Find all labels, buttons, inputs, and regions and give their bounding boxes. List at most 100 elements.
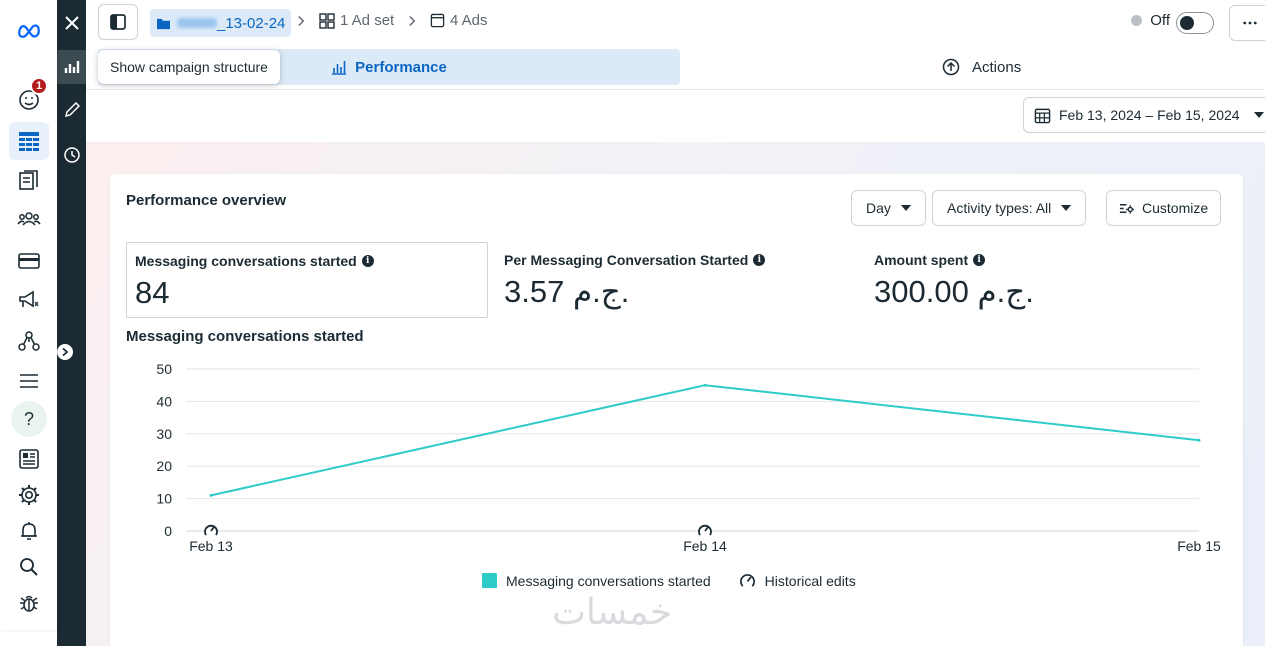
metric-label-text: Per Messaging Conversation Started bbox=[504, 252, 749, 268]
legend-series-label: Messaging conversations started bbox=[506, 572, 711, 589]
status-label: Off bbox=[1150, 12, 1170, 29]
expand-chevron-icon[interactable] bbox=[57, 344, 73, 360]
all-tools-menu-icon[interactable] bbox=[9, 362, 49, 400]
metric-messaging-conversations[interactable]: Messaging conversations started i 84 bbox=[126, 242, 488, 318]
date-range-picker[interactable]: Feb 13, 2024 – Feb 15, 2024 bbox=[1023, 97, 1265, 133]
legend-item-historical-edits[interactable]: Historical edits bbox=[739, 572, 856, 589]
status-dot-icon bbox=[1131, 15, 1143, 26]
watermark-text: خمسات bbox=[552, 592, 673, 633]
breadcrumb-campaign[interactable]: _13-02-24 bbox=[150, 9, 292, 37]
sidebar-panel-icon bbox=[110, 14, 126, 30]
activity-types-label: Activity types: All bbox=[947, 200, 1052, 216]
audiences-icon[interactable] bbox=[9, 200, 49, 238]
customize-button[interactable]: Customize bbox=[1106, 190, 1222, 226]
primary-nav-rail: 1 ? bbox=[0, 0, 57, 630]
help-icon[interactable]: ? bbox=[11, 401, 47, 437]
more-options-button[interactable] bbox=[1229, 5, 1265, 41]
tab-actions[interactable]: Actions bbox=[942, 58, 1021, 76]
campaign-on-off-toggle[interactable] bbox=[1176, 12, 1214, 34]
info-icon[interactable]: i bbox=[973, 254, 986, 266]
x-tick-label: Feb 14 bbox=[683, 538, 727, 554]
chevron-right-icon bbox=[408, 14, 417, 30]
ads-label: 4 Ads bbox=[450, 12, 488, 29]
settings-gear-icon[interactable] bbox=[9, 476, 49, 514]
historical-edit-needle bbox=[704, 526, 709, 532]
granularity-dropdown[interactable]: Day bbox=[851, 190, 926, 226]
y-tick-label: 20 bbox=[156, 458, 172, 474]
tab-performance-label: Performance bbox=[355, 58, 447, 76]
notifications-bell-icon[interactable] bbox=[9, 512, 49, 550]
chart-title: Messaging conversations started bbox=[126, 328, 364, 345]
more-dots-icon bbox=[1243, 21, 1257, 25]
edit-pencil-icon[interactable] bbox=[57, 93, 86, 127]
metric-label-text: Messaging conversations started bbox=[135, 253, 357, 269]
metric-label: Amount spent i bbox=[874, 252, 986, 268]
breadcrumb-ads[interactable]: 4 Ads bbox=[430, 12, 488, 29]
y-tick-label: 10 bbox=[156, 491, 172, 507]
legend-item-series[interactable]: Messaging conversations started bbox=[482, 573, 711, 589]
activity-types-dropdown[interactable]: Activity types: All bbox=[932, 190, 1087, 226]
metric-label: Messaging conversations started i bbox=[135, 253, 374, 269]
structure-tooltip: Show campaign structure bbox=[98, 50, 280, 84]
calendar-icon bbox=[1034, 108, 1051, 123]
metric-cost-per-conversation[interactable]: Per Messaging Conversation Started i 3.5… bbox=[496, 242, 856, 318]
notification-badge: 1 bbox=[30, 77, 48, 95]
y-tick-label: 0 bbox=[164, 523, 172, 539]
x-tick-label: Feb 15 bbox=[1177, 538, 1221, 554]
campaign-name: _13-02-24 bbox=[217, 14, 286, 32]
ad-set-label: 1 Ad set bbox=[340, 12, 395, 29]
tab-actions-label: Actions bbox=[972, 58, 1022, 76]
x-tick-label: Feb 13 bbox=[189, 538, 233, 554]
account-overview-icon[interactable]: 1 bbox=[9, 77, 49, 119]
business-assets-icon[interactable] bbox=[9, 322, 49, 360]
metric-value: 3.57 ج.م. bbox=[504, 274, 630, 309]
y-tick-label: 30 bbox=[156, 426, 172, 442]
billing-card-icon[interactable] bbox=[9, 242, 49, 280]
y-tick-label: 40 bbox=[156, 393, 172, 409]
bar-chart-icon bbox=[332, 61, 347, 75]
customize-settings-icon bbox=[1119, 203, 1134, 214]
ads-manager-table-icon[interactable] bbox=[9, 122, 49, 160]
historical-edit-needle bbox=[210, 526, 215, 532]
info-icon[interactable]: i bbox=[361, 255, 374, 267]
historical-edit-gauge-icon bbox=[739, 574, 755, 587]
metric-label: Per Messaging Conversation Started i bbox=[504, 252, 766, 268]
data-point bbox=[209, 493, 213, 497]
secondary-nav-rail bbox=[57, 0, 86, 646]
news-feed-icon[interactable] bbox=[9, 440, 49, 478]
data-point bbox=[1197, 438, 1201, 442]
meta-logo-icon[interactable] bbox=[9, 11, 49, 49]
close-icon[interactable] bbox=[57, 6, 86, 40]
breadcrumb-ad-set[interactable]: 1 Ad set bbox=[319, 12, 394, 29]
search-icon[interactable] bbox=[9, 548, 49, 586]
chart-legend: Messaging conversations started Historic… bbox=[482, 572, 856, 589]
metric-value: 300.00 ج.م. bbox=[874, 274, 1034, 309]
legend-swatch bbox=[482, 573, 497, 588]
delivery-status: Off bbox=[1131, 12, 1170, 29]
top-bar: _13-02-24 1 Ad set 4 Ads Off bbox=[86, 0, 1265, 46]
history-clock-icon[interactable] bbox=[57, 138, 86, 172]
legend-historical-label: Historical edits bbox=[764, 572, 856, 589]
metric-amount-spent[interactable]: Amount spent i 300.00 ج.م. bbox=[866, 242, 1226, 318]
performance-chart-icon[interactable] bbox=[57, 50, 86, 84]
report-bug-icon[interactable] bbox=[9, 584, 49, 622]
y-tick-label: 50 bbox=[156, 361, 172, 377]
info-icon[interactable]: i bbox=[753, 254, 766, 266]
ad-frame-icon bbox=[430, 13, 445, 28]
campaign-name-redacted bbox=[177, 18, 217, 28]
line-chart: 0 10 20 30 40 50 Feb 13 Feb 14 Feb 15 bbox=[156, 361, 1221, 554]
pages-icon[interactable] bbox=[9, 162, 49, 200]
folder-icon bbox=[157, 18, 170, 29]
campaign-megaphone-icon[interactable] bbox=[9, 281, 49, 319]
performance-overview-card: Performance overview Day Activity types:… bbox=[110, 174, 1243, 646]
arrow-up-circle-icon bbox=[942, 58, 960, 76]
caret-down-icon bbox=[1061, 205, 1072, 211]
svg-text:?: ? bbox=[24, 409, 34, 429]
campaign-structure-button[interactable] bbox=[98, 4, 138, 40]
date-range-label: Feb 13, 2024 – Feb 15, 2024 bbox=[1059, 107, 1240, 123]
grid-icon bbox=[319, 12, 335, 29]
granularity-label: Day bbox=[866, 200, 891, 216]
caret-down-icon bbox=[1253, 112, 1264, 118]
customize-label: Customize bbox=[1142, 200, 1209, 216]
date-bar: Feb 13, 2024 – Feb 15, 2024 bbox=[86, 90, 1265, 142]
